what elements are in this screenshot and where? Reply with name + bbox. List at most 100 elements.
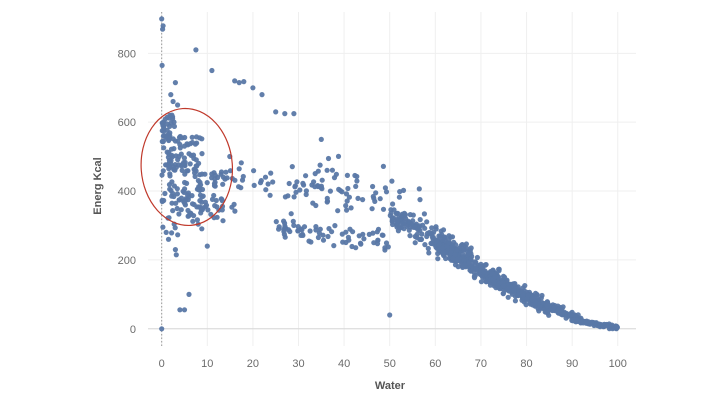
data-point bbox=[454, 256, 461, 263]
data-point bbox=[462, 262, 468, 268]
data-point bbox=[219, 196, 225, 203]
data-point bbox=[325, 155, 332, 162]
data-point bbox=[159, 172, 165, 178]
data-point bbox=[197, 172, 203, 178]
data-point bbox=[501, 274, 508, 280]
data-point bbox=[160, 120, 166, 126]
data-point bbox=[589, 319, 595, 325]
data-point bbox=[294, 179, 300, 185]
data-point bbox=[571, 317, 578, 323]
data-point bbox=[407, 233, 413, 239]
y-tick-label: 0 bbox=[130, 324, 136, 336]
data-point bbox=[184, 168, 190, 174]
data-point bbox=[370, 193, 376, 200]
data-point bbox=[292, 184, 298, 190]
data-point bbox=[374, 229, 380, 235]
data-point bbox=[180, 188, 186, 194]
data-point bbox=[178, 207, 184, 213]
data-point bbox=[370, 230, 376, 236]
data-point bbox=[171, 193, 177, 200]
data-point bbox=[197, 192, 204, 198]
x-tick-label: 50 bbox=[384, 358, 396, 370]
data-point bbox=[236, 80, 242, 86]
data-point bbox=[512, 281, 518, 287]
data-point bbox=[241, 79, 247, 85]
data-point bbox=[425, 245, 431, 252]
data-point bbox=[179, 135, 185, 141]
data-point bbox=[346, 194, 352, 200]
data-point bbox=[558, 306, 565, 313]
data-point bbox=[222, 176, 228, 182]
data-point bbox=[194, 140, 200, 146]
data-point bbox=[324, 199, 330, 205]
data-point bbox=[473, 266, 479, 273]
data-point bbox=[370, 183, 376, 190]
data-point bbox=[174, 186, 180, 192]
data-point bbox=[202, 171, 208, 177]
data-point bbox=[303, 173, 309, 179]
data-point bbox=[390, 215, 397, 221]
data-point bbox=[492, 273, 498, 279]
data-point bbox=[187, 141, 193, 147]
data-points bbox=[159, 16, 621, 332]
data-point bbox=[354, 173, 360, 180]
data-point bbox=[372, 198, 378, 204]
data-point bbox=[159, 197, 165, 203]
data-point bbox=[211, 192, 217, 199]
data-point bbox=[410, 212, 416, 218]
data-point bbox=[583, 320, 589, 326]
data-point bbox=[265, 181, 271, 187]
data-point bbox=[474, 254, 480, 261]
data-point bbox=[505, 282, 511, 288]
data-point bbox=[450, 255, 456, 262]
data-point bbox=[184, 180, 190, 186]
data-point bbox=[168, 187, 174, 194]
data-point bbox=[544, 303, 551, 309]
data-point bbox=[360, 197, 366, 203]
data-point bbox=[172, 247, 178, 253]
data-point bbox=[578, 319, 584, 325]
data-point bbox=[176, 211, 182, 217]
x-tick-label: 40 bbox=[338, 358, 350, 370]
data-point bbox=[436, 247, 442, 253]
data-point bbox=[204, 243, 210, 249]
data-point bbox=[175, 138, 181, 144]
data-point bbox=[349, 243, 355, 250]
data-point bbox=[169, 152, 175, 158]
data-point bbox=[544, 299, 550, 305]
data-point bbox=[348, 205, 354, 211]
data-point bbox=[333, 171, 339, 177]
data-point bbox=[460, 251, 466, 258]
data-point bbox=[176, 162, 182, 168]
y-tick-label: 400 bbox=[118, 186, 136, 198]
data-point bbox=[174, 191, 180, 197]
data-point bbox=[539, 292, 545, 299]
data-point bbox=[369, 206, 375, 212]
data-point bbox=[515, 284, 521, 290]
data-point bbox=[422, 242, 428, 248]
data-point bbox=[220, 181, 226, 187]
data-point bbox=[383, 240, 390, 246]
data-point bbox=[412, 240, 418, 246]
data-point bbox=[525, 292, 531, 298]
data-point bbox=[212, 183, 218, 189]
data-point bbox=[567, 312, 573, 319]
data-point bbox=[319, 186, 325, 192]
data-point bbox=[204, 180, 210, 186]
data-point bbox=[343, 203, 349, 209]
data-point bbox=[209, 67, 215, 74]
data-point bbox=[385, 244, 391, 250]
data-point bbox=[169, 200, 175, 206]
data-point bbox=[197, 198, 203, 204]
data-point bbox=[320, 237, 327, 243]
data-point bbox=[402, 213, 408, 219]
data-point bbox=[395, 210, 401, 216]
data-point bbox=[331, 243, 337, 249]
data-point bbox=[174, 205, 180, 212]
data-point bbox=[160, 168, 166, 174]
data-point bbox=[389, 178, 395, 184]
data-point bbox=[209, 196, 216, 202]
data-point bbox=[159, 128, 165, 134]
data-point bbox=[511, 287, 517, 293]
